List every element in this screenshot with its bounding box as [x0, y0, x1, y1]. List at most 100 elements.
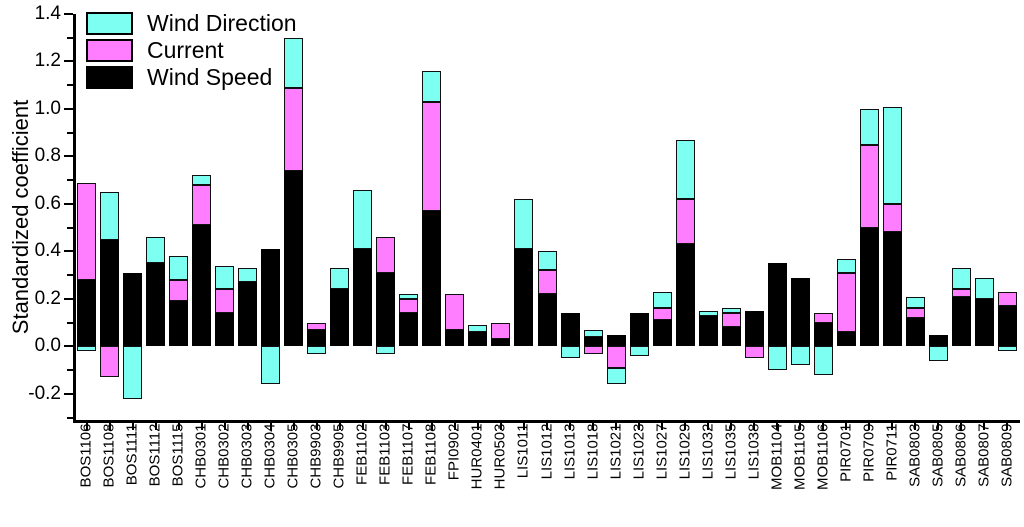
y-minor-tick [67, 416, 73, 419]
legend-item-wind-direction: Wind Direction [86, 10, 297, 37]
bar-segment-wind-direction [721, 308, 741, 314]
bar-segment-wind-direction-negative [77, 346, 96, 352]
bar-segment-wind-direction [652, 291, 672, 309]
bar-segment-current [836, 272, 856, 333]
legend-label-wind-direction: Wind Direction [147, 10, 297, 36]
x-tick [154, 423, 157, 430]
bar-segment-wind-direction-negative [629, 346, 649, 356]
bar-segment-current [422, 101, 442, 212]
bar-segment-current [997, 291, 1017, 307]
bar-segment-wind-speed [583, 336, 603, 347]
x-tick-label: FEB1108 [422, 423, 440, 485]
x-tick-label: FEB1107 [399, 423, 417, 485]
bar-segment-wind-speed [445, 329, 465, 347]
x-tick-label: CHB9903 [307, 423, 325, 489]
bar-segment-wind-direction [514, 199, 534, 250]
x-tick [292, 423, 295, 430]
x-tick-label: LIS1032 [699, 423, 717, 480]
x-tick-label: CHB0305 [284, 423, 302, 489]
x-tick-label: SAB0803 [906, 423, 924, 487]
y-minor-tick [67, 179, 73, 182]
bar-segment-current [77, 182, 96, 280]
bar-segment-current [721, 313, 741, 328]
x-tick [638, 423, 641, 430]
x-tick-label: LIS1038 [745, 423, 763, 480]
x-tick-label: FEB1103 [376, 423, 394, 485]
bar-segment-wind-direction-negative [606, 367, 626, 385]
x-tick-label: LIS1023 [630, 423, 648, 480]
x-tick-label: MOB1105 [791, 423, 809, 490]
x-tick [753, 423, 756, 430]
bar-segment-wind-speed [836, 332, 856, 347]
bar-segment-wind-speed [146, 263, 166, 347]
x-tick [384, 423, 387, 430]
bar-segment-wind-direction-negative [307, 346, 327, 354]
x-tick [361, 423, 364, 430]
x-tick-label: PIR0701 [837, 423, 855, 482]
y-major-tick [64, 155, 73, 158]
x-tick-label: SAB0805 [929, 423, 947, 487]
bar-segment-wind-direction [215, 265, 235, 290]
bar-segment-wind-speed [192, 225, 212, 347]
y-major-tick [64, 392, 73, 395]
x-tick-label: CHB0302 [215, 423, 233, 489]
bar-segment-wind-direction-negative [813, 346, 833, 375]
x-tick [315, 423, 318, 430]
bar-segment-current [215, 289, 235, 314]
bar-segment-wind-speed [100, 239, 120, 347]
bar-segment-wind-speed [261, 249, 281, 347]
bar-segment-wind-speed [721, 327, 741, 347]
y-major-tick [64, 60, 73, 63]
bar-segment-wind-direction [905, 296, 925, 309]
bar-segment-wind-speed [997, 306, 1017, 347]
bar-segment-wind-direction [468, 325, 488, 333]
y-minor-tick [67, 226, 73, 229]
bar-segment-wind-speed [882, 232, 902, 347]
bar-segment-wind-speed [744, 310, 764, 347]
bar-segment-wind-speed [169, 301, 189, 347]
x-tick-label: FPI0902 [445, 423, 463, 481]
x-tick-label: HUR0503 [491, 423, 509, 490]
x-tick [615, 423, 618, 430]
bar-segment-wind-speed [790, 277, 810, 347]
y-minor-tick [67, 84, 73, 87]
bar-segment-wind-direction [192, 175, 212, 185]
bar-segment-current [491, 322, 511, 340]
x-tick [200, 423, 203, 430]
legend-swatch-current [86, 39, 133, 62]
bar-segment-current-negative [583, 346, 603, 354]
bar-segment-current [445, 294, 465, 330]
bar-segment-current [399, 298, 419, 314]
x-tick [476, 423, 479, 430]
bar-segment-wind-direction [951, 268, 971, 290]
y-major-tick [64, 13, 73, 15]
x-tick-label: CHB0303 [238, 423, 256, 489]
y-tick-label: 1.4 [34, 3, 61, 24]
x-tick [730, 423, 733, 430]
x-tick [85, 423, 88, 430]
bar-segment-wind-direction-negative [997, 346, 1017, 352]
axis-lines [73, 14, 1020, 423]
x-tick [822, 423, 825, 430]
y-tick-label: 1.0 [34, 97, 61, 119]
x-tick-label: SAB0807 [975, 423, 993, 487]
bar-segment-current [905, 308, 925, 318]
bar-segment-current [813, 313, 833, 323]
bar-segment-current-negative [744, 346, 764, 359]
x-tick [661, 423, 664, 430]
bar-segment-wind-direction [583, 329, 603, 337]
bar-segment-wind-speed [606, 334, 626, 347]
x-tick-label: SAB0809 [998, 423, 1016, 487]
y-tick-label: 0.6 [34, 192, 61, 214]
x-tick [684, 423, 687, 430]
bar-segment-wind-direction-negative [560, 346, 580, 359]
y-major-tick [64, 202, 73, 205]
x-tick [223, 423, 226, 430]
bar-segment-wind-direction [353, 189, 373, 250]
legend-label-wind-speed: Wind Speed [147, 64, 273, 90]
x-tick [246, 423, 249, 430]
y-tick-label: 1.2 [34, 50, 61, 72]
bar-segment-wind-speed [238, 282, 258, 347]
x-tick-label: CHB0304 [261, 423, 279, 489]
